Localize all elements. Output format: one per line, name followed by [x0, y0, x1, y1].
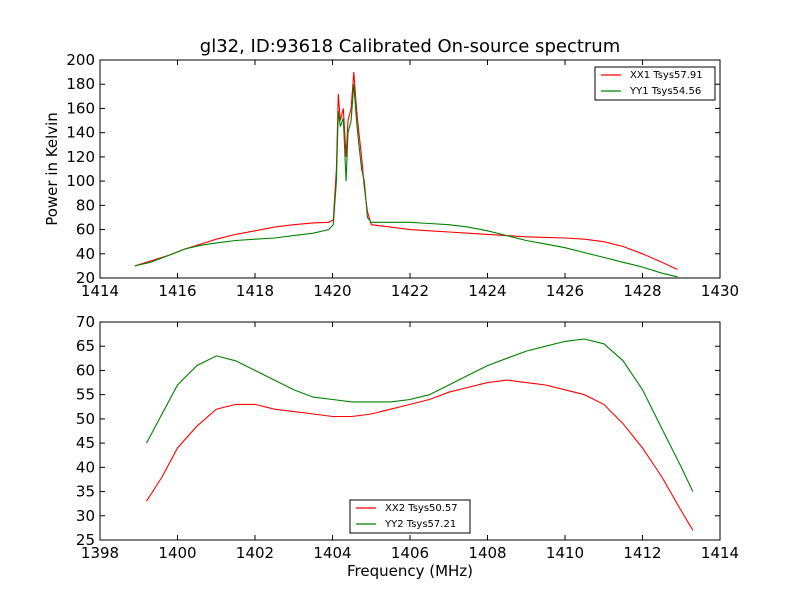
legend-label-xx2: XX2 Tsys50.57 [385, 503, 458, 514]
top-x-tick-label: 1428 [623, 282, 661, 300]
bottom-y-tick-label: 45 [76, 434, 95, 452]
top-x-tick-label: 1420 [313, 282, 351, 300]
top-y-tick-label: 100 [66, 172, 95, 190]
bottom-legend: XX2 Tsys50.57 YY2 Tsys57.21 [349, 499, 471, 534]
bottom-series-yy2-line [146, 338, 694, 492]
bottom-y-tick-label: 25 [76, 531, 95, 549]
top-plot-series [134, 72, 678, 278]
legend-label-xx1: XX1 Tsys57.91 [630, 70, 703, 81]
bottom-y-tick-label: 35 [76, 483, 95, 501]
top-y-axis-label: Power in Kelvin [43, 112, 61, 226]
top-x-tick-label: 1430 [701, 282, 739, 300]
bottom-x-tick-label: 1404 [313, 544, 351, 562]
bottom-y-tick-label: 65 [76, 337, 95, 355]
bottom-y-tick-label: 30 [76, 507, 95, 525]
top-y-tick-label: 80 [76, 196, 95, 214]
top-series-yy1-line [134, 84, 678, 278]
bottom-series-xx2-line [146, 379, 694, 531]
top-y-tick-label: 20 [76, 269, 95, 287]
top-y-tick-label: 120 [66, 148, 95, 166]
top-y-tick-label: 40 [76, 245, 95, 263]
legend-label-yy2: YY2 Tsys57.21 [384, 519, 456, 530]
bottom-y-tick-label: 55 [76, 386, 95, 404]
bottom-x-tick-label: 1398 [81, 544, 119, 562]
top-series-xx1-line [134, 72, 678, 270]
bottom-plot: 1398 1400 1402 1404 1406 1408 1410 1412 1414 25 30… [76, 313, 739, 580]
top-y-tick-label: 200 [66, 51, 95, 69]
bottom-x-tick-label: 1414 [701, 544, 739, 562]
top-plot-ticks: 1414 1416 1418 1420 1422 1424 1426 1428 1430 20 40… [66, 51, 739, 300]
top-x-tick-label: 1422 [391, 282, 429, 300]
bottom-plot-ticks: 1398 1400 1402 1404 1406 1408 1410 1412 1414 25 30… [76, 313, 739, 562]
legend-label-yy1: YY1 Tsys54.56 [629, 86, 701, 97]
x-axis-label: Frequency (MHz) [347, 562, 473, 580]
top-x-tick-label: 1414 [81, 282, 119, 300]
top-legend-box [594, 66, 716, 101]
top-x-tick-label: 1424 [468, 282, 506, 300]
bottom-x-tick-label: 1410 [546, 544, 584, 562]
bottom-x-tick-label: 1402 [236, 544, 274, 562]
bottom-x-tick-label: 1400 [158, 544, 196, 562]
top-plot: 1414 1416 1418 1420 1422 1424 1426 1428 1430 20 40… [43, 51, 739, 300]
bottom-y-tick-label: 60 [76, 361, 95, 379]
top-x-tick-label: 1418 [236, 282, 274, 300]
bottom-y-tick-label: 50 [76, 410, 95, 428]
bottom-y-tick-label: 40 [76, 458, 95, 476]
top-y-tick-label: 60 [76, 221, 95, 239]
bottom-legend-box [349, 499, 471, 534]
bottom-x-tick-label: 1406 [391, 544, 429, 562]
bottom-y-tick-label: 70 [76, 313, 95, 331]
bottom-plot-series [146, 338, 694, 531]
top-y-tick-label: 180 [66, 75, 95, 93]
top-x-tick-label: 1416 [158, 282, 196, 300]
top-legend: XX1 Tsys57.91 YY1 Tsys54.56 [594, 66, 716, 101]
top-y-tick-label: 160 [66, 99, 95, 117]
top-y-tick-label: 140 [66, 124, 95, 142]
top-x-tick-label: 1426 [546, 282, 584, 300]
chart-title: gl32, ID:93618 Calibrated On-source spec… [200, 36, 620, 57]
bottom-x-tick-label: 1412 [623, 544, 661, 562]
bottom-x-tick-label: 1408 [468, 544, 506, 562]
